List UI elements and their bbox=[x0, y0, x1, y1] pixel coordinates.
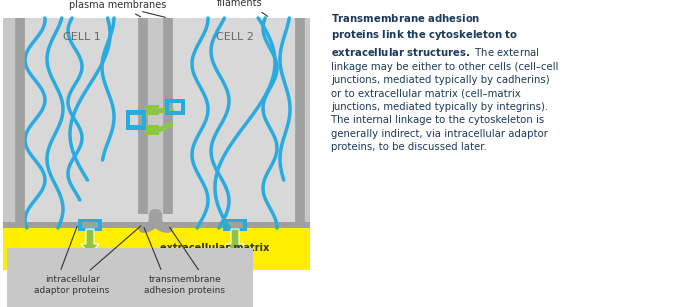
FancyArrow shape bbox=[81, 229, 99, 254]
Bar bbox=[235, 228, 243, 231]
Bar bbox=[90, 219, 98, 222]
Bar bbox=[163, 18, 305, 228]
FancyArrow shape bbox=[226, 229, 244, 254]
Bar bbox=[142, 110, 146, 130]
Bar bbox=[90, 228, 98, 231]
Bar bbox=[82, 228, 90, 231]
Bar bbox=[223, 219, 227, 231]
Bar bbox=[243, 219, 247, 231]
Bar bbox=[78, 219, 82, 231]
Bar bbox=[227, 219, 235, 222]
Bar bbox=[126, 110, 130, 130]
Text: CELL 2: CELL 2 bbox=[216, 32, 254, 42]
Bar bbox=[130, 110, 136, 115]
Text: extracellular matrix: extracellular matrix bbox=[161, 243, 269, 253]
Bar bbox=[15, 18, 148, 228]
Bar bbox=[175, 99, 181, 103]
Bar bbox=[165, 99, 169, 115]
Bar bbox=[144, 125, 158, 135]
Bar bbox=[136, 110, 142, 115]
Bar bbox=[3, 18, 310, 270]
Text: $\bf{Transmembrane\ adhesion}$
$\bf{proteins\ link\ the\ cytoskeleton\ to}$
$\bf: $\bf{Transmembrane\ adhesion}$ $\bf{prot… bbox=[331, 12, 558, 152]
Bar bbox=[227, 228, 235, 231]
Bar bbox=[175, 111, 181, 115]
Bar bbox=[3, 222, 310, 228]
Bar bbox=[98, 219, 102, 231]
Text: CELL 1: CELL 1 bbox=[63, 32, 101, 42]
Bar bbox=[144, 105, 158, 115]
Bar bbox=[181, 99, 185, 115]
Bar bbox=[130, 125, 136, 130]
Text: plasma membranes: plasma membranes bbox=[69, 0, 167, 17]
Bar bbox=[169, 99, 175, 103]
Bar bbox=[3, 228, 310, 270]
Bar bbox=[82, 219, 90, 222]
Bar bbox=[169, 111, 175, 115]
Bar bbox=[136, 125, 142, 130]
Text: transmembrane
adhesion proteins: transmembrane adhesion proteins bbox=[144, 275, 225, 295]
Bar bbox=[235, 219, 243, 222]
Text: intracellular
adaptor proteins: intracellular adaptor proteins bbox=[34, 275, 110, 295]
Text: cytoskeletal
filaments: cytoskeletal filaments bbox=[211, 0, 269, 16]
